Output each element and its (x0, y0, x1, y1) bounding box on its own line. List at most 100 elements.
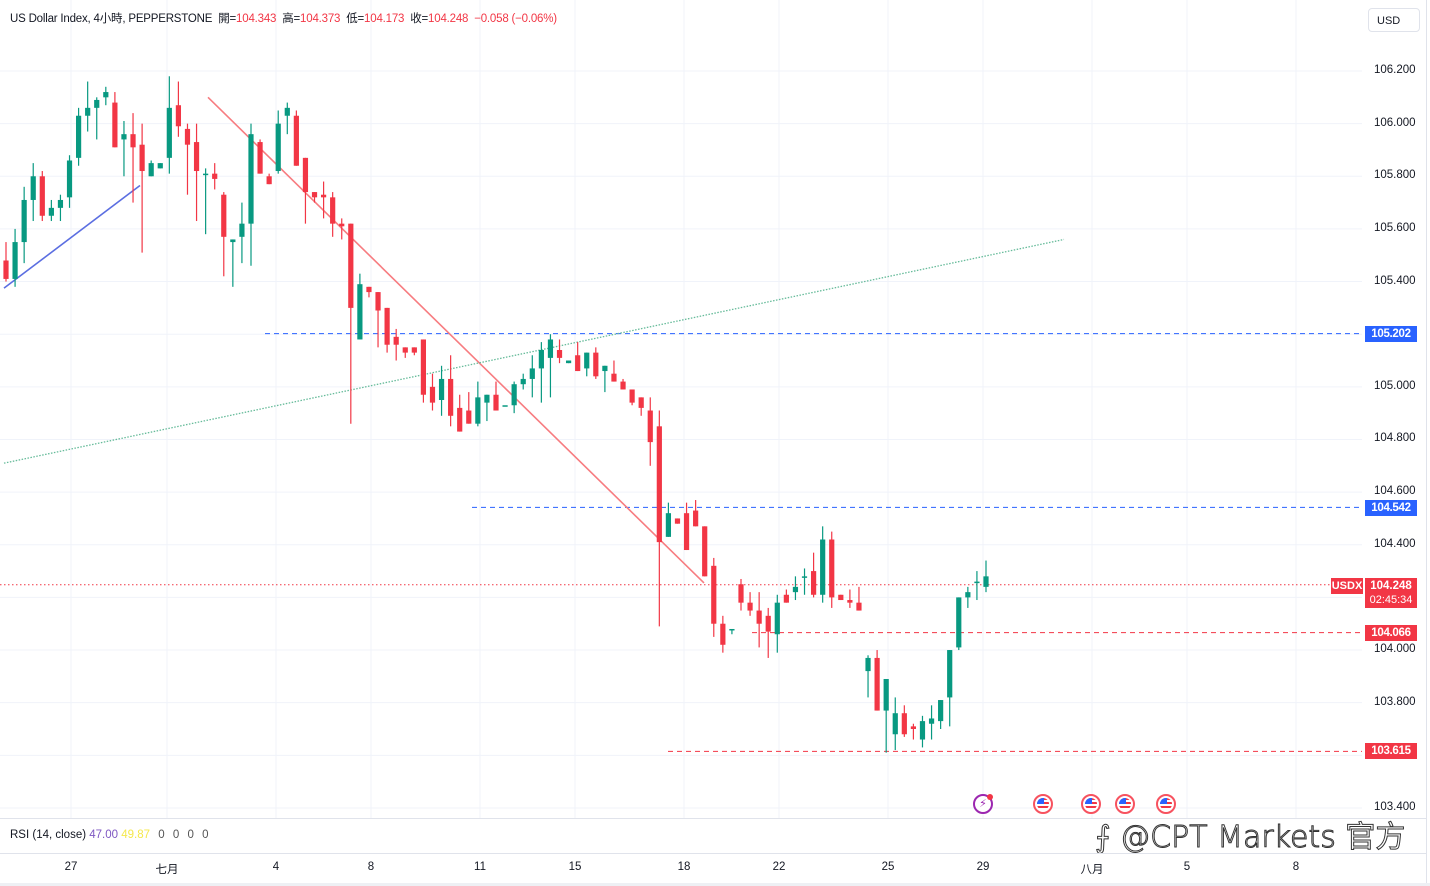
symbol-tag: USDX (1331, 578, 1363, 594)
candle-body (965, 592, 971, 598)
candle-body (919, 721, 926, 740)
trendline-long-uptrend (3, 238, 1065, 464)
time-axis-label: 18 (677, 861, 691, 873)
candle-body (339, 223, 345, 227)
candle-body (529, 368, 535, 379)
candle-body (448, 378, 454, 416)
candle-body (75, 115, 82, 158)
current-price: 104.248 (1370, 580, 1412, 592)
candle-body (121, 134, 127, 140)
candle-body (747, 602, 753, 611)
candle-body (311, 192, 318, 198)
candle-body (302, 157, 309, 193)
price-chart-canvas[interactable] (0, 0, 1362, 818)
rsi-legend[interactable]: RSI (14, close) 47.00 49.87 0 0 0 0 (10, 829, 208, 841)
us-flag-event-icon[interactable] (1081, 794, 1101, 814)
candle-body (475, 397, 481, 424)
high-value: 104.373 (300, 13, 341, 25)
candle-body (348, 223, 354, 308)
candle-body (674, 518, 681, 524)
time-axis-label: 七月 (155, 864, 179, 876)
candle-body (39, 176, 45, 216)
right-border (1426, 0, 1427, 886)
candle-body (284, 107, 290, 116)
symbol-legend: US Dollar Index, 4小時, PEPPERSTONE 開=104.… (10, 13, 557, 25)
candle-body (130, 134, 136, 148)
candle-body (139, 144, 145, 172)
candle-body (375, 292, 381, 311)
price-axis-label: 104.000 (1374, 643, 1416, 656)
candle-body (801, 576, 808, 578)
candle-body (584, 352, 590, 369)
candle-body (783, 594, 789, 603)
candle-body (901, 713, 907, 735)
candle-body (856, 602, 862, 611)
time-axis-label: 27 (64, 861, 78, 873)
candle-body (665, 513, 672, 537)
candle-body (892, 713, 898, 735)
candle-body (638, 397, 644, 408)
time-axis-label: 22 (772, 861, 786, 873)
change-value: −0.058 (−0.06%) (474, 13, 557, 25)
price-axis-label: 103.400 (1374, 800, 1416, 813)
candle-body (774, 602, 780, 635)
close-label: 收= (410, 13, 429, 25)
current-price-badge: 104.248 02:45:34 (1365, 578, 1417, 608)
price-axis-label: 105.600 (1374, 221, 1416, 234)
candle-body (629, 389, 635, 403)
rsi-ma-value: 49.87 (121, 829, 151, 841)
price-axis-label: 104.600 (1374, 485, 1416, 498)
candle-body (711, 565, 717, 624)
candle-body (48, 207, 54, 216)
candle-body (938, 700, 944, 722)
price-axis-label: 104.800 (1374, 432, 1416, 445)
us-flag-event-icon[interactable] (1033, 794, 1053, 814)
bar-countdown: 02:45:34 (1369, 594, 1413, 606)
rsi-extra-2: 0 (187, 829, 194, 841)
candle-body (847, 600, 853, 603)
flag-canton (1119, 798, 1126, 804)
symbol-name[interactable]: US Dollar Index (10, 13, 88, 25)
candle-body (702, 526, 708, 577)
rsi-extra-0: 0 (158, 829, 165, 841)
candle-body (829, 539, 835, 598)
candle-body (221, 194, 227, 237)
candle-body (420, 339, 427, 395)
candle-body (683, 513, 690, 551)
candle-body (511, 384, 517, 406)
trendline-short-uptrend (3, 184, 141, 289)
candle-body (620, 381, 626, 390)
watermark: ⨍ @CPT Markets 官方 (1094, 820, 1406, 856)
lightning-event-icon[interactable]: ⚡ (973, 794, 993, 814)
candle-body (493, 394, 499, 411)
candle-body (956, 597, 962, 648)
rsi-pane[interactable]: RSI (14, close) 47.00 49.87 0 0 0 0 (0, 818, 1426, 854)
candle-body (266, 176, 272, 185)
candle-body (293, 115, 299, 166)
candle-body (947, 650, 953, 698)
price-axis-label: 106.000 (1374, 116, 1416, 129)
us-flag-event-icon[interactable] (1115, 794, 1135, 814)
candle-body (738, 584, 744, 603)
candle-body (66, 160, 73, 198)
currency-selector-button[interactable]: USD (1368, 8, 1420, 32)
candle-body (330, 197, 336, 224)
candle-body (166, 107, 172, 158)
level-badge-104542: 104.542 (1365, 500, 1417, 516)
bottom-border (0, 883, 1430, 886)
candle-body (575, 355, 581, 372)
us-flag-event-icon[interactable] (1156, 794, 1176, 814)
candle-body (429, 386, 436, 403)
price-axis-label: 104.400 (1374, 537, 1416, 550)
candle-body (756, 610, 762, 624)
candle-body (275, 123, 281, 172)
low-value: 104.173 (364, 13, 405, 25)
candle-body (3, 260, 9, 279)
time-axis[interactable]: 27 七月 4 8 11 15 18 22 25 29 八月 5 8 (0, 853, 1426, 883)
candle-body (112, 102, 118, 148)
rsi-value: 47.00 (89, 829, 119, 841)
candle-body (838, 594, 844, 601)
candle-body (103, 92, 109, 98)
candle-body (647, 410, 653, 443)
